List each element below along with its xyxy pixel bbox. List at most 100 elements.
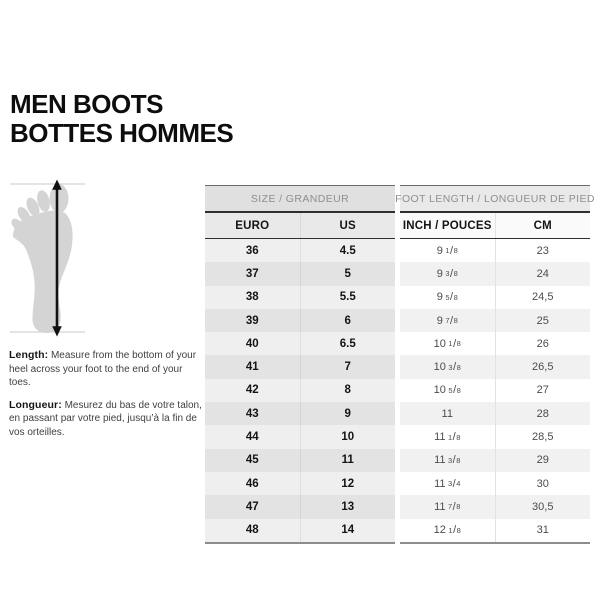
cell-euro: 42 [205,378,301,403]
cell-cm: 26,5 [532,361,554,374]
cell-cm: 26 [536,337,549,350]
table-row: 10 5/8 27 [400,378,590,403]
title-line-fr: BOTTES HOMMES [10,118,234,148]
table-row: 11 3/8 29 [400,448,590,472]
table-row: 36 4.5 [205,239,395,263]
cell-euro: 40 [205,332,301,356]
cell-cm: 24,5 [532,291,554,304]
foot-diagram-icon [10,179,85,337]
cell-euro: 41 [205,355,301,379]
cell-cm: 29 [536,454,549,467]
table-row: 9 7/8 25 [400,308,590,333]
table-row: 47 13 [205,495,395,519]
table-row: 39 6 [205,308,395,333]
title-line-en: MEN BOOTS [10,89,163,119]
instruction-length-text: Measure from the bottom of your heel acr… [9,350,197,388]
cell-cm: 23 [536,244,549,257]
cell-euro: 47 [205,495,301,519]
cell-inch: 10 5/8 [400,378,496,403]
table-row: 9 1/8 23 [400,239,590,263]
size-group-header: SIZE / GRANDEUR [205,186,395,213]
cell-euro: 38 [205,285,301,309]
table-row: 11 1/8 28,5 [400,425,590,449]
cell-inch: 9 3/8 [400,262,496,286]
instruction-longueur-text: Mesurez du bas de votre talon, en passan… [9,399,202,438]
cell-us: 5 [344,267,351,280]
table-row: 46 12 [205,471,395,496]
table-row: 11 28 [400,402,590,426]
cell-inch: 9 1/8 [400,239,496,263]
cell-us: 5.5 [339,291,356,304]
instruction-length-label: Length: [9,349,49,361]
table-row: 40 6.5 [205,332,395,356]
cell-us: 12 [341,477,355,490]
size-column-group: SIZE / GRANDEUR EURO US 36 4.5 37 5 38 5.5 39 6… [205,185,395,544]
size-column-headers: EURO US [205,213,395,239]
table-row: 48 14 [205,518,395,542]
size-chart-table: SIZE / GRANDEUR EURO US 36 4.5 37 5 38 5.5 39 6… [205,185,594,544]
size-rows: 36 4.5 37 5 38 5.5 39 6 40 6.5 41 7 42 8 43 9 44 10 45 11 46… [205,239,395,542]
table-row: 9 5/8 24,5 [400,285,590,309]
cell-us: 13 [341,500,355,513]
table-row: 9 3/8 24 [400,262,590,286]
cell-euro: 37 [205,262,301,286]
cell-cm: 31 [536,524,549,537]
cell-us: 6.5 [339,337,356,350]
cell-inch: 11 7/8 [400,495,496,519]
table-row: 41 7 [205,355,395,379]
cell-inch: 11 3/4 [400,471,496,496]
table-row: 43 9 [205,402,395,426]
cell-euro: 39 [205,308,301,333]
cell-cm: 28,5 [532,431,554,444]
cell-euro: 48 [205,518,301,542]
cell-us: 7 [344,361,351,374]
cell-inch: 10 3/8 [400,355,496,379]
cell-us: 14 [341,524,355,537]
cell-us: 6 [344,314,351,327]
cell-us: 9 [344,407,351,420]
cell-euro: 46 [205,471,301,496]
measure-instructions: Length: Measure from the bottom of your … [9,349,203,448]
table-row: 38 5.5 [205,285,395,309]
cell-euro: 43 [205,402,301,426]
column-header-cm: CM [533,219,552,232]
table-row: 37 5 [205,262,395,286]
column-header-inch: INCH / POUCES [400,213,496,238]
cell-cm: 25 [536,314,549,327]
cell-cm: 27 [536,384,549,397]
foot-measurement-figure [8,176,98,340]
cell-us: 10 [341,431,355,444]
table-row: 44 10 [205,425,395,449]
cell-inch: 10 1/8 [400,332,496,356]
instruction-length: Length: Measure from the bottom of your … [9,349,203,390]
cell-inch: 9 5/8 [400,285,496,309]
cell-inch: 9 7/8 [400,308,496,333]
page-title: MEN BOOTS BOTTES HOMMES [10,89,234,148]
cell-euro: 45 [205,448,301,472]
cell-us: 11 [341,454,354,467]
footlength-rows: 9 1/8 23 9 3/8 24 9 5/8 24,5 9 7/8 25 10 1/8 26 10 3/8 26… [400,239,590,542]
cell-inch: 12 1/8 [400,518,496,542]
measure-arrow-icon [52,179,62,337]
cell-cm: 30 [536,477,549,490]
foot-silhouette [11,184,73,334]
table-row: 10 3/8 26,5 [400,355,590,379]
table-row: 11 3/4 30 [400,471,590,496]
column-header-euro: EURO [205,213,301,238]
cell-cm: 30,5 [532,500,554,513]
cell-inch: 11 [400,402,496,426]
table-row: 42 8 [205,378,395,403]
cell-us: 4.5 [339,244,356,257]
cell-us: 8 [344,384,351,397]
column-header-us: US [339,219,356,232]
instruction-longueur: Longueur: Mesurez du bas de votre talon,… [9,399,203,440]
table-row: 11 7/8 30,5 [400,495,590,519]
footlength-column-group: FOOT LENGTH / LONGUEUR DE PIED INCH / PO… [395,185,594,544]
cell-cm: 24 [536,267,549,280]
footlength-column-headers: INCH / POUCES CM [400,213,590,239]
cell-euro: 36 [205,239,301,263]
cell-inch: 11 1/8 [400,425,496,449]
cell-cm: 28 [536,407,549,420]
cell-euro: 44 [205,425,301,449]
